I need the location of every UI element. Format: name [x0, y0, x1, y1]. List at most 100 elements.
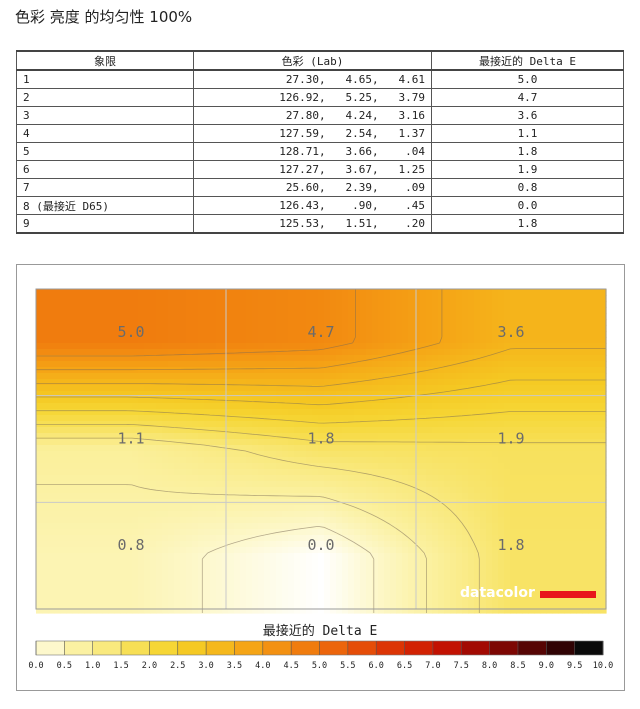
scale-tick-label: 5.5 [340, 661, 355, 671]
cell-quadrant: 5 [16, 142, 194, 161]
cell-delta-e: 1.9 [431, 160, 624, 179]
scale-tick-label: 2.0 [142, 661, 157, 671]
heatmap-field [36, 289, 607, 614]
table-row: 7 25.60, 2.39, .09 0.8 [16, 178, 624, 197]
scale-segment [92, 641, 122, 655]
scale-tick-label: 1.5 [113, 661, 128, 671]
table-row: 3 27.80, 4.24, 3.16 3.6 [16, 106, 624, 125]
scale-segment [347, 641, 377, 655]
cell-lab: 127.27, 3.67, 1.25 [193, 160, 432, 179]
cell-value-label: 0.8 [117, 536, 144, 554]
cell-delta-e: 4.7 [431, 88, 624, 107]
cell-delta-e: 1.8 [431, 214, 624, 234]
scale-segment [121, 641, 150, 655]
chart-title: 最接近的 Delta E [263, 623, 378, 639]
scale-tick-label: 4.5 [283, 661, 298, 671]
col-header-quadrant: 象限 [16, 50, 194, 71]
cell-value-label: 1.8 [497, 536, 524, 554]
scale-segment [234, 641, 264, 655]
cell-delta-e: 0.8 [431, 178, 624, 197]
col-header-lab: 色彩 (Lab) [193, 50, 432, 71]
cell-delta-e: 3.6 [431, 106, 624, 125]
cell-value-label: 5.0 [117, 323, 144, 341]
brand-logo-bar [540, 591, 596, 598]
cell-delta-e: 5.0 [431, 69, 624, 89]
cell-quadrant: 2 [16, 88, 194, 107]
cell-quadrant: 7 [16, 178, 194, 197]
scale-segment [546, 641, 576, 655]
cell-lab: 126.92, 5.25, 3.79 [193, 88, 432, 107]
contour-lines [36, 289, 606, 613]
scale-segment [574, 641, 604, 655]
heatmap-chart: 5.0 4.7 3.6 1.1 1.8 1.9 0.8 0.0 1.8 datacolor 最接近的… [28, 288, 613, 671]
cell-value-label: 1.8 [307, 430, 334, 448]
scale-tick-label: 6.0 [369, 661, 384, 671]
scale-segment [149, 641, 179, 655]
cell-lab: 25.60, 2.39, .09 [193, 178, 432, 197]
scale-tick-label: 9.5 [567, 661, 582, 671]
scale-segment [432, 641, 462, 655]
scale-tick-label: 8.0 [482, 661, 497, 671]
cell-value-label: 3.6 [497, 323, 524, 341]
scale-tick-label: 0.0 [28, 661, 43, 671]
cell-lab: 127.59, 2.54, 1.37 [193, 124, 432, 143]
cell-lab: 27.30, 4.65, 4.61 [193, 69, 432, 89]
scale-tick-label: 2.5 [170, 661, 185, 671]
scale-segment [517, 641, 547, 655]
table-row: 2 126.92, 5.25, 3.79 4.7 [16, 88, 624, 107]
cell-delta-e: 1.8 [431, 142, 624, 161]
table-body: 1 27.30, 4.65, 4.61 5.0 2 126.92, 5.25, 3.79… [16, 69, 624, 234]
heatmap-panel: 5.0 4.7 3.6 1.1 1.8 1.9 0.8 0.0 1.8 datacolor 最接近的… [16, 264, 625, 691]
scale-tick-label: 9.0 [539, 661, 554, 671]
scale-tick-label: 5.0 [312, 661, 327, 671]
table-header-row: 象限 色彩 (Lab) 最接近的 Delta E [16, 50, 624, 71]
table-row: 9 125.53, 1.51, .20 1.8 [16, 214, 624, 234]
scale-segment [319, 641, 349, 655]
cell-quadrant: 1 [16, 69, 194, 89]
scale-tick-label: 3.0 [198, 661, 213, 671]
scale-segment [64, 641, 94, 655]
grid-lines [35, 288, 607, 610]
uniformity-table: 象限 色彩 (Lab) 最接近的 Delta E 1 27.30, 4.65, 4… [16, 50, 624, 234]
scale-tick-label: 1.0 [85, 661, 100, 671]
scale-segment [291, 641, 320, 655]
cell-value-label: 4.7 [307, 323, 334, 341]
cell-lab: 125.53, 1.51, .20 [193, 214, 432, 234]
scale-segment [489, 641, 519, 655]
scale-tick-label: 3.5 [227, 661, 242, 671]
scale-segment [177, 641, 207, 655]
table-row: 5 128.71, 3.66, .04 1.8 [16, 142, 624, 161]
page-title: 色彩 亮度 的均匀性 100% [15, 8, 193, 26]
table-row: 1 27.30, 4.65, 4.61 5.0 [16, 69, 624, 89]
cell-value-label: 1.1 [117, 430, 144, 448]
scale-segment [262, 641, 292, 655]
scale-tick-label: 4.0 [255, 661, 270, 671]
table-row: 8 (最接近 D65) 126.43, .90, .45 0.0 [16, 196, 624, 215]
cell-quadrant: 4 [16, 124, 194, 143]
scale-tick-label: 10.0 [593, 661, 613, 671]
scale-segment [206, 641, 235, 655]
cell-quadrant: 9 [16, 214, 194, 234]
cell-delta-e: 0.0 [431, 196, 624, 215]
cell-quadrant: 8 (最接近 D65) [16, 196, 194, 215]
scale-tick-label: 0.5 [57, 661, 72, 671]
table-row: 4 127.59, 2.54, 1.37 1.1 [16, 124, 624, 143]
cell-quadrant: 6 [16, 160, 194, 179]
scale-segment [404, 641, 434, 655]
col-header-delta-e: 最接近的 Delta E [431, 50, 624, 71]
cell-value-label: 1.9 [497, 430, 524, 448]
scale-segment [376, 641, 406, 655]
scale-tick-label: 7.5 [454, 661, 469, 671]
cell-quadrant: 3 [16, 106, 194, 125]
scale-tick-label: 7.0 [425, 661, 440, 671]
scale-segment [461, 641, 491, 655]
scale-tick-label: 6.5 [397, 661, 412, 671]
cell-lab: 126.43, .90, .45 [193, 196, 432, 215]
scale-tick-label: 8.5 [510, 661, 525, 671]
scale-segment [36, 641, 65, 655]
cell-value-label: 0.0 [307, 536, 334, 554]
cell-lab: 27.80, 4.24, 3.16 [193, 106, 432, 125]
brand-logo: datacolor [460, 585, 535, 601]
table-row: 6 127.27, 3.67, 1.25 1.9 [16, 160, 624, 179]
cell-lab: 128.71, 3.66, .04 [193, 142, 432, 161]
